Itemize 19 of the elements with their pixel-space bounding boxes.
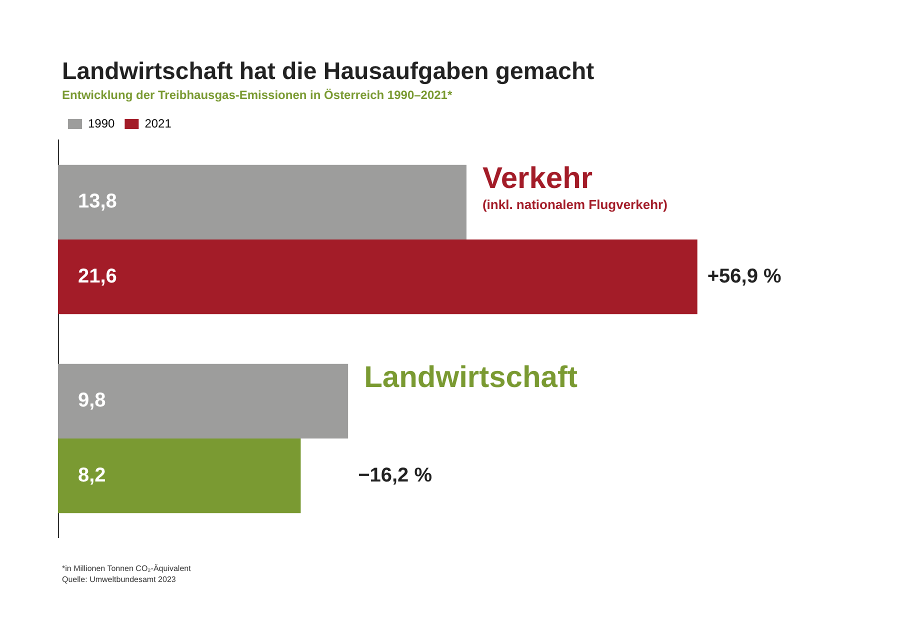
y-tick-label: Verkehr xyxy=(482,162,593,196)
y-tick-label: Landwirtschaft xyxy=(364,361,578,394)
legend-label: 1990 xyxy=(88,116,116,130)
bar xyxy=(58,164,466,240)
bar xyxy=(58,364,348,438)
chart-title: Landwirtschaft hat die Hausaufgaben gemacht xyxy=(62,58,596,86)
data-label: 9,8 xyxy=(78,390,106,412)
legend-label: 2021 xyxy=(144,116,172,130)
data-label: 13,8 xyxy=(78,190,117,213)
annotation: (inkl. nationalem Flugverkehr) xyxy=(482,196,668,212)
annotation: +56,9 % xyxy=(707,265,782,288)
bar xyxy=(58,240,698,314)
data-label: 8,2 xyxy=(78,464,106,486)
chart-subtitle: Entwicklung der Treibhausgas-Emissionen in Österreich 1990–2021* xyxy=(62,88,454,102)
text: *in Millionen Tonnen CO₂-Äquivalent xyxy=(62,563,191,574)
annotation: −16,2 % xyxy=(358,464,432,486)
data-label: 21,6 xyxy=(78,265,117,288)
bar xyxy=(58,438,301,514)
source-note: Quelle: Umweltbundesamt 2023 xyxy=(62,574,177,585)
